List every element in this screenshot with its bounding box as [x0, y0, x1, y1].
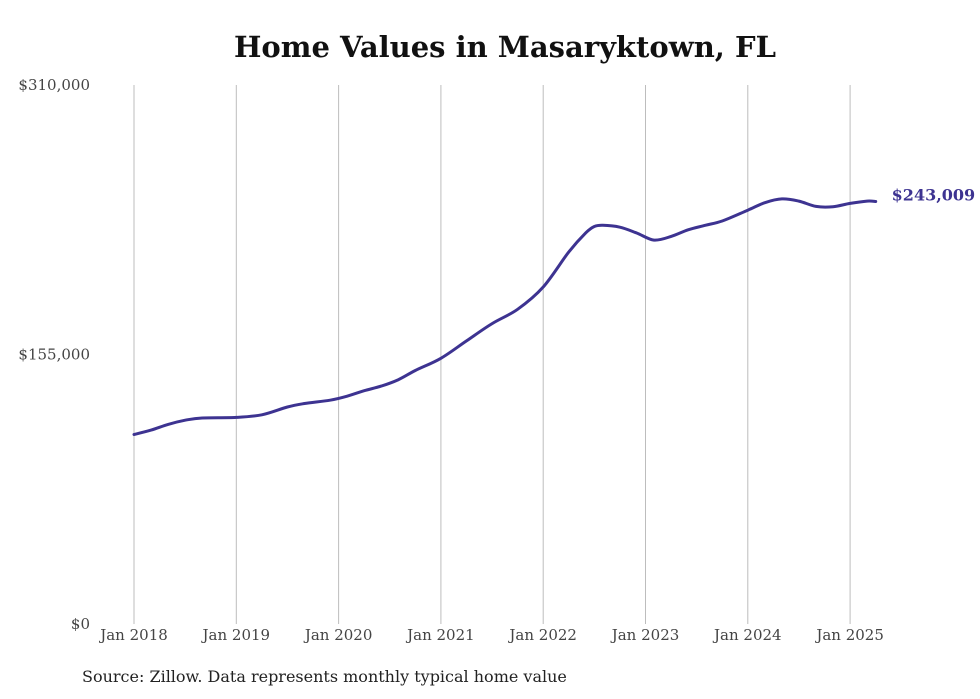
x-axis: Jan 2018 Jan 2019 Jan 2020 Jan 2021 Jan 2022… — [98, 626, 884, 644]
gridlines — [133, 85, 851, 624]
x-tick-label: Jan 2021 — [405, 626, 475, 644]
x-tick-label: Jan 2022 — [507, 626, 577, 644]
x-tick-label: Jan 2024 — [712, 626, 782, 644]
y-tick-label: $155,000 — [18, 346, 90, 364]
x-tick-label: Jan 2025 — [814, 626, 884, 644]
end-value-label: $243,009 — [892, 185, 976, 204]
y-tick-label: $0 — [71, 615, 90, 633]
series-line — [132, 197, 878, 436]
series: $243,009 — [132, 185, 976, 436]
x-tick-label: Jan 2018 — [98, 626, 168, 644]
y-tick-label: $310,000 — [18, 76, 90, 94]
x-tick-label: Jan 2019 — [201, 626, 271, 644]
chart-title: Home Values in Masaryktown, FL — [234, 30, 776, 64]
x-tick-label: Jan 2020 — [303, 626, 373, 644]
y-axis: $0 $155,000 $310,000 — [18, 76, 90, 633]
x-tick-label: Jan 2023 — [610, 626, 680, 644]
line-chart: $0$155,000$310,000 Jan 2018 Jan 2019 Jan 2… — [18, 76, 976, 644]
source-note: Source: Zillow. Data represents monthly … — [82, 667, 567, 686]
